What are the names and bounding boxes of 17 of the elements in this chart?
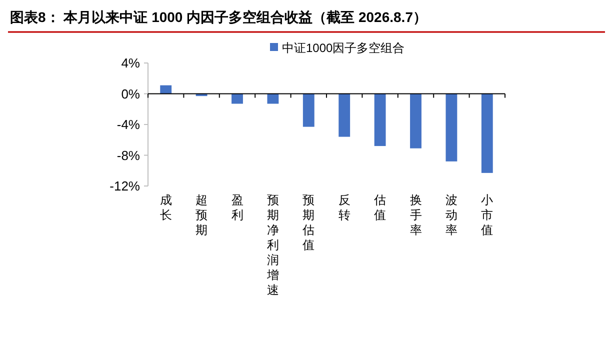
legend-label: 中证1000因子多空组合	[282, 41, 405, 55]
y-tick-label: -4%	[116, 117, 140, 132]
x-tick-label: 超预期	[196, 193, 208, 237]
x-tick-label: 预期估值	[302, 193, 315, 252]
y-tick-label: 4%	[121, 56, 140, 70]
x-tick-label: 成长	[160, 193, 172, 222]
x-tick-label: 反转	[338, 193, 350, 222]
x-tick-label: 小市值	[481, 193, 494, 237]
y-tick-label: -12%	[110, 178, 140, 194]
y-tick-label: 0%	[121, 86, 140, 102]
x-tick-label: 预期净利润增速	[266, 193, 279, 297]
x-tick-label: 波动率	[445, 193, 458, 237]
x-tick-label: 盈利	[231, 193, 244, 222]
chart-title: 图表8： 本月以来中证 1000 内因子多空组合收益（截至 2026.8.7）	[10, 9, 427, 25]
y-tick-label: -8%	[116, 148, 140, 163]
x-tick-label: 换手率	[410, 193, 422, 237]
x-tick-label: 估值	[373, 193, 386, 222]
